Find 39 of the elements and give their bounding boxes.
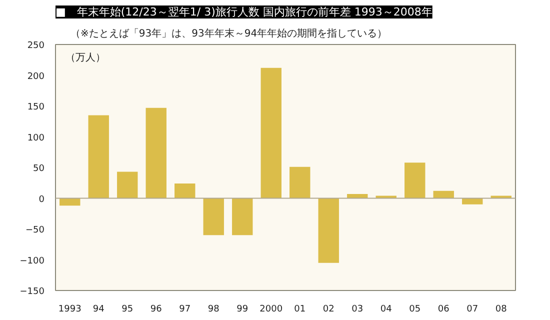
bar bbox=[433, 190, 454, 198]
y-tick-label: 200 bbox=[27, 72, 45, 82]
x-tick-label: 01 bbox=[294, 304, 306, 314]
y-tick-label: −50 bbox=[26, 226, 45, 236]
x-tick-label: 95 bbox=[122, 304, 134, 314]
x-tick-label: 99 bbox=[236, 304, 248, 314]
x-tick-label: 06 bbox=[438, 304, 450, 314]
bar bbox=[290, 166, 310, 198]
x-tick-label: 97 bbox=[179, 304, 191, 314]
bar bbox=[203, 198, 224, 236]
bar bbox=[404, 162, 426, 198]
y-tick-label: 100 bbox=[27, 133, 45, 144]
bar bbox=[232, 198, 253, 236]
bar bbox=[174, 183, 196, 198]
x-tick-label: 08 bbox=[495, 304, 508, 314]
x-tick-label: 2000 bbox=[260, 304, 283, 314]
chart-subtitle: （※たとえば「93年」は、93年年末～94年年始の期間を指している） bbox=[70, 28, 388, 40]
bar bbox=[260, 68, 282, 198]
y-tick-label: −150 bbox=[20, 287, 45, 297]
y-tick-label: 250 bbox=[27, 41, 45, 51]
x-tick-label: 98 bbox=[208, 304, 220, 314]
x-tick-label: 96 bbox=[150, 304, 162, 314]
x-tick-label: 04 bbox=[380, 304, 392, 314]
y-tick-label: 150 bbox=[27, 102, 45, 112]
x-tick-label: 02 bbox=[322, 304, 334, 314]
bar bbox=[117, 172, 138, 198]
y-tick-label: 50 bbox=[33, 164, 45, 174]
bar bbox=[146, 108, 166, 198]
chart-title: ■ 年末年始(12/23～翌年1/ 3)旅行人数 国内旅行の前年差 1993～2008年 bbox=[56, 6, 432, 18]
x-tick-label: 07 bbox=[466, 304, 478, 314]
y-tick-label: −100 bbox=[20, 256, 45, 266]
y-tick-label: 0 bbox=[38, 194, 45, 205]
x-tick-label: 1993 bbox=[58, 304, 82, 314]
bar bbox=[88, 115, 109, 198]
x-tick-label: 94 bbox=[92, 304, 105, 314]
bar bbox=[318, 198, 339, 263]
y-axis-title: （万人） bbox=[66, 52, 106, 64]
x-tick-label: 03 bbox=[352, 304, 364, 314]
x-tick-label: 05 bbox=[409, 304, 421, 314]
